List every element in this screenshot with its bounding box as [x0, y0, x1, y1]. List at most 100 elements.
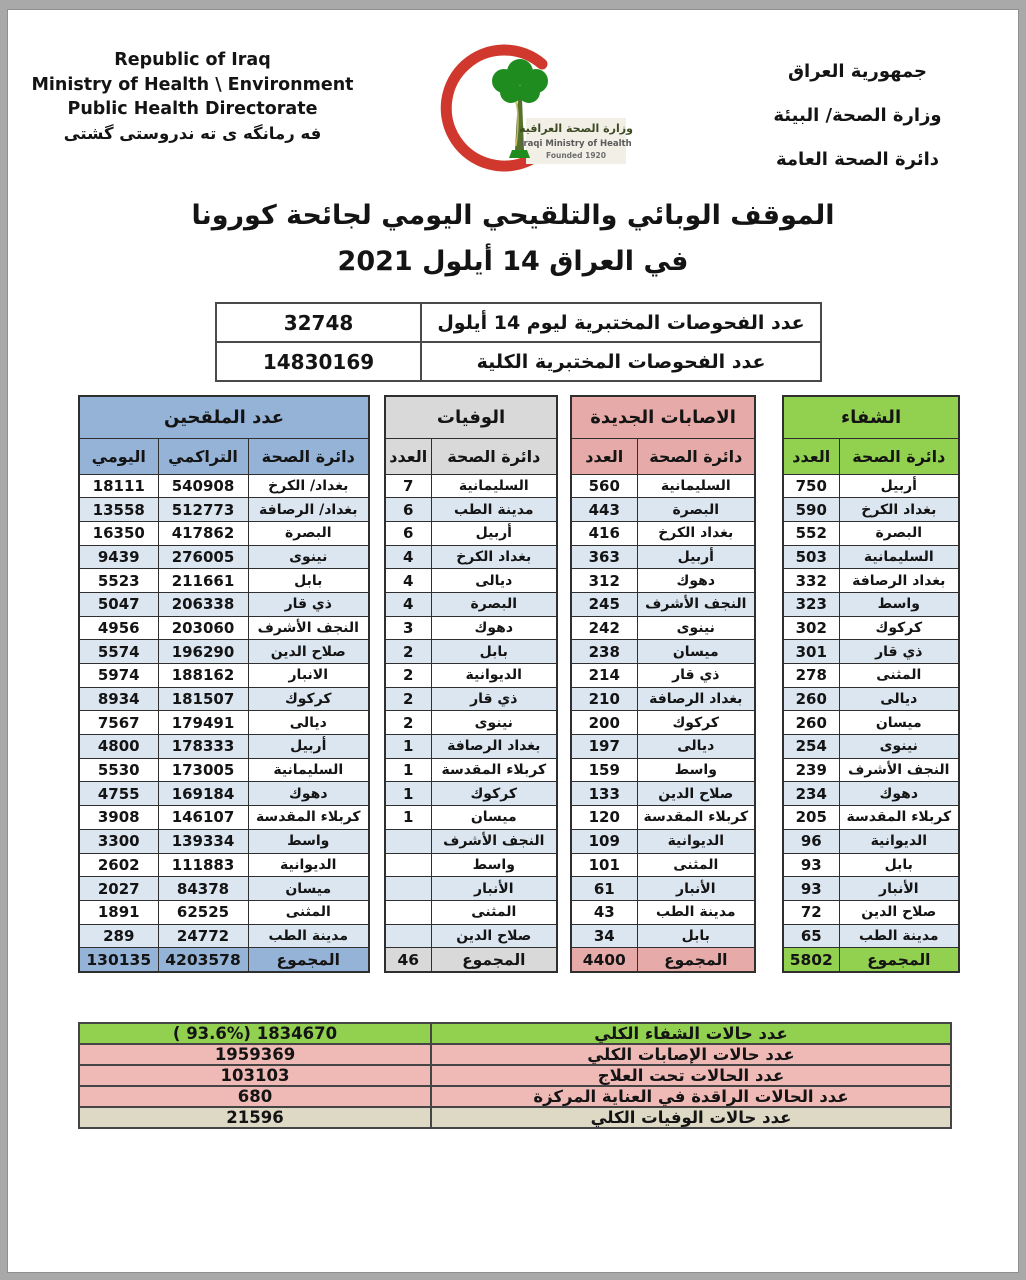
total-value-cell: 4400 [570, 947, 638, 973]
region-name-cell: واسط [838, 591, 960, 617]
region-name-cell: بابل [838, 852, 960, 878]
value-cell: 560 [570, 473, 638, 499]
total-row: 4400 المجموع [570, 947, 756, 973]
total-value-cell: 4203578 [157, 947, 249, 973]
logo-caption-arabic: وزارة الصحة العراقية [519, 122, 633, 135]
region-name-cell: دهوك [838, 781, 960, 807]
table-row: 214 ذي قار [570, 663, 756, 688]
value-cell: 9439 [78, 544, 159, 570]
logo-caption-english: Iraqi Ministry of Health [520, 139, 631, 149]
table-row: 590 بغداد الكرخ [782, 497, 960, 522]
table-row: 2 بابل [384, 639, 558, 664]
value-cell: 93 [782, 852, 840, 878]
summary-label: عدد حالات الشفاء الكلي [430, 1022, 952, 1045]
value-cell: 61 [570, 876, 638, 901]
column-header: التراكمي [157, 437, 249, 475]
value-cell: 2027 [78, 876, 159, 901]
table-row: 4956 203060 النجف الأشرف [78, 615, 370, 641]
region-name-cell: ميسان [247, 876, 370, 901]
column-header-row: العدد دائرة الصحة [570, 437, 756, 475]
region-name-cell: أربيل [838, 473, 960, 499]
table-row: 8934 181507 كركوك [78, 686, 370, 712]
table-title-row: عدد الملقحين [78, 395, 370, 439]
table-row: 3908 146107 كربلاء المقدسة [78, 805, 370, 830]
table-row: واسط [384, 852, 558, 878]
table-row: المثنى [384, 899, 558, 925]
value-cell: 7567 [78, 710, 159, 736]
table-row: 43 مدينة الطب [570, 899, 756, 925]
region-name-cell: نينوى [838, 734, 960, 759]
table-row: 2602 111883 الديوانية [78, 852, 370, 878]
value-cell: 18111 [78, 473, 159, 499]
value-cell [384, 828, 432, 854]
region-name-cell: المثنى [247, 899, 370, 925]
region-name-cell: السليمانية [247, 757, 370, 783]
value-cell: 4 [384, 591, 432, 617]
value-cell: 200 [570, 710, 638, 736]
table-row: 93 بابل [782, 852, 960, 878]
table-row: 13558 512773 بغداد/ الرصافة [78, 497, 370, 522]
region-name-cell: ديالى [247, 710, 370, 736]
value-cell: 323 [782, 591, 840, 617]
value-cell: 62525 [157, 899, 249, 925]
table-row: 205 كربلاء المقدسة [782, 805, 960, 830]
value-cell: 443 [570, 497, 638, 522]
value-cell: 1 [384, 757, 432, 783]
value-cell: 101 [570, 852, 638, 878]
table-row: 197 ديالى [570, 734, 756, 759]
total-label-cell: المجموع [636, 947, 756, 973]
value-cell: 214 [570, 663, 638, 688]
value-cell: 8934 [78, 686, 159, 712]
region-name-cell: نينوى [636, 615, 756, 641]
region-name-cell: ذي قار [636, 663, 756, 688]
table-row: 1891 62525 المثنى [78, 899, 370, 925]
table-row: 323 واسط [782, 591, 960, 617]
region-name-cell: بغداد الرصافة [636, 686, 756, 712]
value-cell: 1 [384, 781, 432, 807]
summary-value: 103103 [78, 1064, 432, 1087]
value-cell: 417862 [157, 520, 249, 546]
table-row: 101 المثنى [570, 852, 756, 878]
value-cell [384, 852, 432, 878]
region-name-cell: دهوك [636, 568, 756, 593]
summary-value: ( 93.6%) 1834670 [78, 1022, 432, 1045]
table-row: 416 بغداد الكرخ [570, 520, 756, 546]
value-cell: 181507 [157, 686, 249, 712]
value-cell: 503 [782, 544, 840, 570]
table-row: 2027 84378 ميسان [78, 876, 370, 901]
value-cell: 133 [570, 781, 638, 807]
table-row: 96 الديوانية [782, 828, 960, 854]
value-cell: 4755 [78, 781, 159, 807]
table-row: 750 أربيل [782, 473, 960, 499]
table-row: 93 الأنبار [782, 876, 960, 901]
region-name-cell: أربيل [636, 544, 756, 570]
org-name-line-arabic: دائرة الصحة العامة [776, 149, 939, 170]
region-name-cell: البصرة [636, 497, 756, 522]
column-header: العدد [782, 437, 840, 475]
region-name-cell: بغداد/ الكرخ [247, 473, 370, 499]
table-row: 2 ذي قار [384, 686, 558, 712]
table-row: 4 بغداد الكرخ [384, 544, 558, 570]
value-cell: 84378 [157, 876, 249, 901]
total-row: 46 المجموع [384, 947, 558, 973]
value-cell: 4956 [78, 615, 159, 641]
region-name-cell: ذي قار [838, 639, 960, 664]
region-name-cell: بغداد الكرخ [636, 520, 756, 546]
table-row: 552 البصرة [782, 520, 960, 546]
tests-row: 14830169 عدد الفحوصات المختبرية الكلية [215, 341, 822, 382]
table-row: 239 النجف الأشرف [782, 757, 960, 783]
region-name-cell: الديوانية [430, 663, 558, 688]
column-header: دائرة الصحة [430, 437, 558, 475]
table-row: 120 كربلاء المقدسة [570, 805, 756, 830]
logo-caption-founded: Founded 1920 [546, 151, 606, 160]
table-title-row: الشفاء [782, 395, 960, 439]
tests-row: 32748 عدد الفحوصات المختبرية ليوم 14 أيل… [215, 302, 822, 343]
table-row: 260 ديالى [782, 686, 960, 712]
region-name-cell: الديوانية [838, 828, 960, 854]
value-cell: 196290 [157, 639, 249, 664]
table-row: 1 كركوك [384, 781, 558, 807]
value-cell: 5523 [78, 568, 159, 593]
value-cell: 2602 [78, 852, 159, 878]
table-row: 312 دهوك [570, 568, 756, 593]
summary-row: 21596 عدد حالات الوفيات الكلي [78, 1106, 952, 1129]
